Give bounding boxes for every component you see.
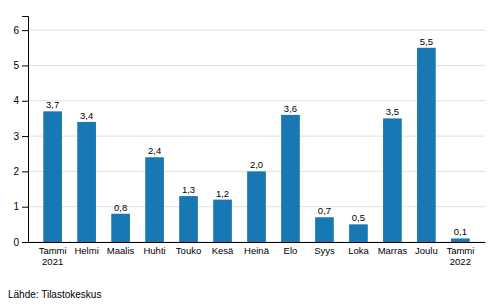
tick-mark [22, 242, 28, 243]
tick-label: 1 [13, 201, 19, 212]
bar [349, 224, 368, 242]
tick: Tammi2021 [39, 245, 67, 267]
tick-label: Tammi2021 [39, 245, 67, 267]
bar [247, 171, 266, 242]
bar [213, 200, 232, 242]
grid-line [28, 30, 485, 31]
tick-label: 2 [13, 166, 19, 177]
data-label: 3,7 [46, 99, 59, 110]
bar [383, 118, 402, 242]
bar [43, 111, 62, 242]
tick-label: Tammi2022 [446, 245, 474, 267]
x-axis: Tammi2021 Helmi Maalis Huhti Touko Kesä Heinä E… [29, 243, 486, 268]
tick: Joulu [415, 245, 438, 256]
tick-mark [22, 136, 28, 137]
tick-mark [22, 65, 28, 66]
tick: Loka [348, 245, 369, 256]
y-axis: 0 1 2 3 4 5 6 [13, 17, 28, 248]
data-label: 0,1 [454, 226, 467, 237]
tick: Elo [284, 245, 298, 256]
data-label: 1,3 [182, 184, 195, 195]
tick-label: 5 [13, 60, 19, 71]
bar [145, 157, 164, 242]
grid-line [28, 100, 485, 101]
tick-label: 0 [13, 237, 19, 248]
tick-label: Syys [314, 245, 335, 256]
tick-label: Heinä [244, 245, 270, 256]
tick-mark [22, 101, 28, 102]
data-label: 0,7 [318, 205, 331, 216]
tick: Huhti [143, 245, 165, 256]
axis-line [29, 242, 486, 243]
axis-line [22, 17, 29, 243]
tick-label: Maalis [107, 245, 135, 256]
tick: Touko [176, 245, 201, 256]
tick-mark [22, 171, 28, 172]
tick-label: Marras [378, 245, 408, 256]
bar [77, 122, 96, 242]
tick-label: Joulu [415, 245, 438, 256]
tick-mark [22, 207, 28, 208]
tick-label: Huhti [143, 245, 165, 256]
tick-label: Helmi [74, 245, 98, 256]
plot: 0 1 2 3 4 5 6 Tammi2021 Helmi Maalis Huhti Touko Kes… [13, 17, 485, 268]
tick: Maalis [107, 245, 135, 256]
tick: 2 [13, 166, 28, 177]
tick: Kesä [212, 245, 234, 256]
bar [111, 214, 130, 242]
tick: 0 [13, 237, 28, 248]
data-label: 5,5 [420, 36, 433, 47]
data-label: 1,2 [216, 188, 229, 199]
tick-label: Kesä [212, 245, 234, 256]
grid-line [28, 136, 485, 137]
source-text: Lähde: Tilastokeskus [8, 289, 101, 300]
tick-label: 4 [13, 95, 19, 106]
bar [451, 238, 470, 242]
data-label: 3,5 [386, 106, 399, 117]
data-label: 3,6 [284, 103, 297, 114]
grid [28, 30, 485, 242]
data-labels: 3,7 3,4 0,8 2,4 1,3 1,2 2,0 3,6 0,7 0,5 3,5 5,5 0,1 [46, 36, 467, 238]
tick-label: 3 [13, 131, 19, 142]
tick: 6 [13, 25, 28, 36]
tick: 4 [13, 95, 28, 106]
tick: Marras [378, 245, 408, 256]
tick: Helmi [74, 245, 98, 256]
bar [281, 115, 300, 242]
bar [417, 48, 436, 242]
data-label: 2,0 [250, 159, 263, 170]
grid-line [28, 65, 485, 66]
data-label: 0,5 [352, 212, 365, 223]
tick-label: Touko [176, 245, 201, 256]
tick: 3 [13, 131, 28, 142]
bar [315, 217, 334, 242]
bar [179, 196, 198, 242]
data-label: 3,4 [80, 110, 93, 121]
data-label: 2,4 [148, 145, 161, 156]
tick: Tammi2022 [446, 245, 474, 267]
tick: 1 [13, 201, 28, 212]
tick: 5 [13, 60, 28, 71]
tick-mark [22, 30, 28, 31]
chart: 0 1 2 3 4 5 6 Tammi2021 Helmi Maalis Huhti Touko Kes… [0, 0, 493, 304]
tick-label: 6 [13, 25, 19, 36]
tick-label: Loka [348, 245, 369, 256]
tick: Heinä [244, 245, 270, 256]
tick-label: Elo [284, 245, 298, 256]
tick: Syys [314, 245, 335, 256]
bars [43, 48, 469, 242]
data-label: 0,8 [114, 202, 127, 213]
